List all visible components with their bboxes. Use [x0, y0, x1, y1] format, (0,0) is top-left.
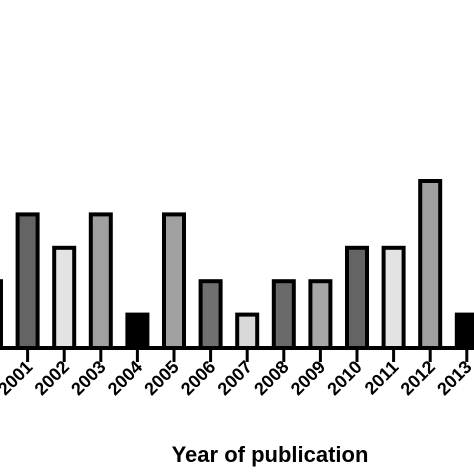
tick-label-2014: 2014 [470, 357, 474, 399]
bar-2001 [15, 212, 40, 350]
bar-2004 [125, 312, 150, 351]
tick-label-2001: 2001 [0, 357, 36, 399]
tick-label-2002: 2002 [31, 357, 73, 399]
bar-2013 [454, 312, 474, 351]
tick-label-2005: 2005 [140, 357, 182, 399]
bar-2000 [0, 279, 3, 351]
bar-2010 [345, 245, 369, 350]
bar-2005 [162, 212, 186, 350]
x-axis-ticks [26, 348, 469, 362]
bar-2002 [52, 245, 77, 350]
tick-label-2004: 2004 [104, 357, 146, 399]
tick-label-2011: 2011 [361, 357, 403, 399]
tick-label-2003: 2003 [67, 357, 109, 399]
bars-layer [0, 179, 474, 351]
bar-2008 [271, 279, 296, 351]
tick-label-2013: 2013 [433, 357, 474, 399]
bar-2009 [308, 279, 333, 351]
tick-label-2007: 2007 [214, 357, 256, 399]
x-axis-title: Year of publication [172, 442, 369, 467]
bar-2007 [235, 312, 260, 351]
tick-label-2010: 2010 [323, 357, 365, 399]
tick-label-2012: 2012 [397, 357, 439, 399]
bar-2006 [198, 279, 223, 351]
bar-2003 [88, 212, 113, 350]
tick-label-2009: 2009 [287, 357, 329, 399]
tick-label-2006: 2006 [177, 357, 219, 399]
bar-2011 [381, 245, 406, 350]
x-axis-tick-labels: 2000200120022003200420052006200720082009… [0, 357, 474, 399]
tick-label-2008: 2008 [250, 357, 292, 399]
bar-2012 [418, 179, 443, 350]
